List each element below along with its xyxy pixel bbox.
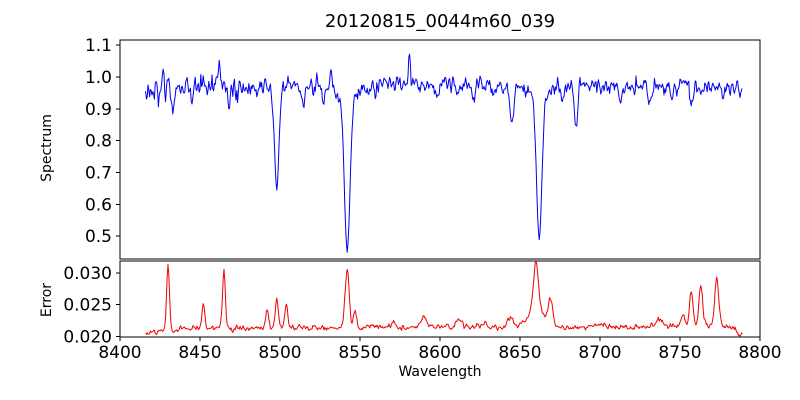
spectrum-panel-frame: [119, 39, 761, 260]
error-panel-frame: [119, 260, 761, 338]
spectrum-y-tick-label: 0.6: [85, 195, 112, 215]
error-y-tick-label: 0.030: [63, 264, 112, 284]
spectrum-y-tick-label: 0.5: [85, 227, 112, 247]
spectrum-y-tick-label: 1.1: [85, 36, 112, 56]
spectrum-y-tick-label: 1.0: [85, 68, 112, 88]
x-tick-label: 8500: [258, 343, 301, 363]
x-tick-label: 8450: [178, 343, 221, 363]
error-line: [145, 261, 743, 337]
error-y-tick-label: 0.025: [63, 296, 112, 316]
x-tick-label: 8800: [738, 343, 781, 363]
spectrum-y-tick-label: 0.7: [85, 163, 112, 183]
chart-title: 20120815_0044m60_039: [324, 11, 556, 32]
spectrum-y-tick-label: 0.9: [85, 100, 112, 120]
x-tick-label: 8650: [498, 343, 541, 363]
spectrum-line: [145, 53, 743, 253]
error-y-tick-label: 0.020: [63, 327, 112, 347]
x-tick-label: 8750: [658, 343, 701, 363]
x-tick-label: 8400: [98, 343, 141, 363]
x-tick-label: 8550: [338, 343, 381, 363]
x-tick-label: 8700: [578, 343, 621, 363]
spectrum-y-tick-label: 0.8: [85, 132, 112, 152]
x-tick-label: 8600: [418, 343, 461, 363]
x-axis-label: Wavelength: [398, 364, 482, 380]
